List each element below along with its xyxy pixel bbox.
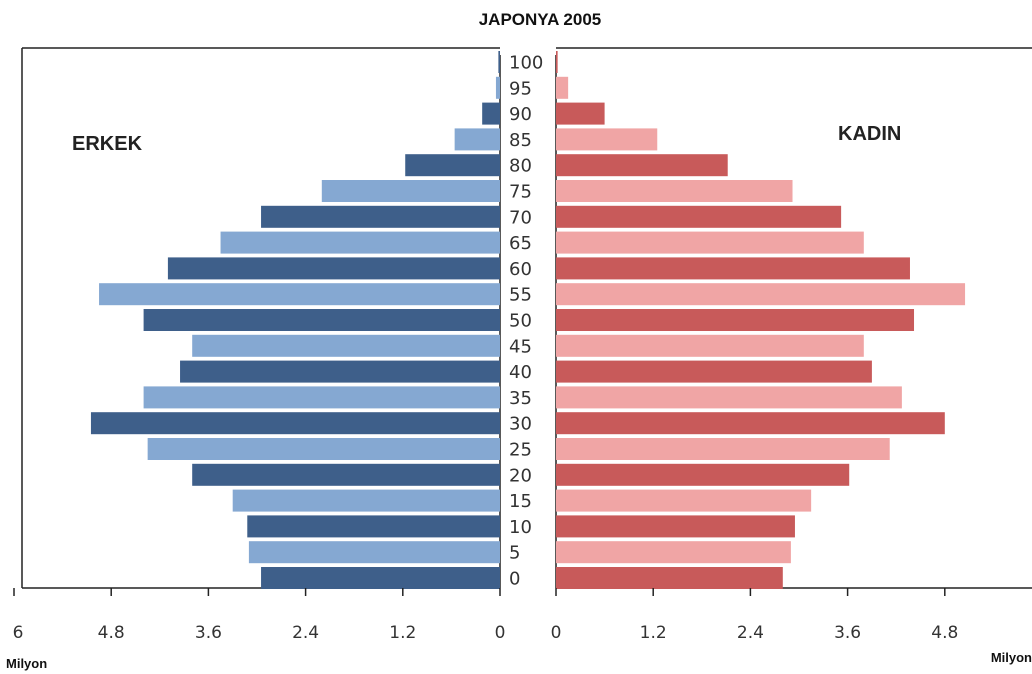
kadin-bar-95 bbox=[556, 76, 569, 99]
erkek-bar-0 bbox=[261, 567, 500, 589]
age-label-35: 35 bbox=[509, 388, 532, 409]
kadin-bar-10 bbox=[556, 515, 795, 538]
left-tick-label: 3.6 bbox=[195, 623, 222, 643]
age-label-70: 70 bbox=[509, 207, 532, 228]
age-label-10: 10 bbox=[509, 517, 532, 538]
right-side-label: KADIN bbox=[838, 123, 901, 145]
right-x-axis: 01.22.43.64.86 bbox=[551, 588, 958, 643]
left-tick-label: 1.2 bbox=[389, 623, 416, 643]
left-unit-label: Milyon bbox=[6, 656, 47, 671]
kadin-bar-75 bbox=[556, 180, 793, 202]
right-tick-label: 0 bbox=[551, 623, 562, 643]
kadin-bar-20 bbox=[556, 463, 850, 486]
age-label-5: 5 bbox=[509, 543, 520, 564]
kadin-bar-100 bbox=[556, 51, 558, 73]
left-tick-label: 6 bbox=[13, 623, 24, 643]
kadin-bar-50 bbox=[556, 309, 915, 331]
erkek-bar-100 bbox=[498, 51, 500, 73]
right-tick-label: 2.4 bbox=[737, 623, 764, 643]
age-label-30: 30 bbox=[509, 414, 532, 435]
left-tick-label: 0 bbox=[495, 623, 506, 643]
age-labels: 0 5 10 15 20 25 30 35 40 45 50 55 60 65 70 75 80 85 90 95 10… bbox=[509, 53, 543, 590]
age-label-40: 40 bbox=[509, 362, 532, 383]
kadin-bar-35 bbox=[556, 386, 902, 409]
age-label-50: 50 bbox=[509, 311, 532, 332]
kadin-bar-0 bbox=[556, 567, 783, 589]
kadin-bars bbox=[556, 51, 966, 589]
erkek-bar-20 bbox=[192, 463, 500, 486]
age-label-60: 60 bbox=[509, 259, 532, 280]
age-label-55: 55 bbox=[509, 285, 532, 306]
kadin-bar-90 bbox=[556, 102, 605, 125]
erkek-bar-25 bbox=[147, 438, 500, 460]
age-label-25: 25 bbox=[509, 440, 532, 461]
erkek-bar-60 bbox=[167, 257, 500, 280]
kadin-bar-25 bbox=[556, 438, 890, 460]
right-tick-label: 4.8 bbox=[931, 623, 958, 643]
left-x-axis: 6 4.8 3.6 2.4 1.2 0 bbox=[13, 588, 506, 643]
age-label-85: 85 bbox=[509, 130, 532, 151]
kadin-bar-40 bbox=[556, 360, 872, 383]
erkek-bar-90 bbox=[482, 102, 500, 125]
erkek-bar-85 bbox=[454, 128, 500, 151]
erkek-bar-45 bbox=[192, 334, 500, 357]
kadin-bar-45 bbox=[556, 334, 864, 357]
right-tick-label: 1.2 bbox=[640, 623, 667, 643]
kadin-bar-30 bbox=[556, 412, 945, 435]
kadin-bar-70 bbox=[556, 205, 842, 228]
age-label-100: 100 bbox=[509, 53, 543, 74]
left-side-label: ERKEK bbox=[72, 133, 143, 155]
erkek-bar-65 bbox=[220, 231, 501, 254]
kadin-bar-15 bbox=[556, 489, 812, 512]
erkek-bar-80 bbox=[405, 154, 500, 177]
age-label-65: 65 bbox=[509, 233, 532, 254]
kadin-bar-85 bbox=[556, 128, 658, 151]
age-label-80: 80 bbox=[509, 156, 532, 177]
right-unit-label: Milyon bbox=[991, 650, 1032, 665]
age-label-75: 75 bbox=[509, 182, 532, 203]
left-tick-label: 2.4 bbox=[292, 623, 319, 643]
age-label-15: 15 bbox=[509, 491, 532, 512]
erkek-bar-70 bbox=[261, 205, 500, 228]
kadin-bar-65 bbox=[556, 231, 864, 254]
erkek-bar-5 bbox=[248, 541, 500, 564]
erkek-bar-40 bbox=[180, 360, 501, 383]
erkek-bar-95 bbox=[495, 76, 500, 99]
erkek-bar-10 bbox=[247, 515, 500, 538]
erkek-bar-15 bbox=[232, 489, 500, 512]
erkek-bar-30 bbox=[90, 412, 500, 435]
kadin-bar-55 bbox=[556, 283, 966, 306]
erkek-bar-75 bbox=[321, 180, 500, 202]
age-label-45: 45 bbox=[509, 336, 532, 357]
erkek-bar-35 bbox=[143, 386, 500, 409]
left-tick-label: 4.8 bbox=[98, 623, 125, 643]
age-label-95: 95 bbox=[509, 78, 532, 99]
erkek-bar-50 bbox=[143, 309, 500, 331]
kadin-bar-5 bbox=[556, 541, 791, 564]
erkek-bar-55 bbox=[99, 283, 501, 306]
chart-title: JAPONYA 2005 bbox=[479, 10, 602, 29]
erkek-bars bbox=[90, 51, 501, 589]
age-label-0: 0 bbox=[509, 569, 520, 590]
kadin-bar-80 bbox=[556, 154, 728, 177]
right-tick-label: 3.6 bbox=[834, 623, 861, 643]
age-label-90: 90 bbox=[509, 104, 532, 125]
kadin-bar-60 bbox=[556, 257, 910, 280]
age-label-20: 20 bbox=[509, 465, 532, 486]
